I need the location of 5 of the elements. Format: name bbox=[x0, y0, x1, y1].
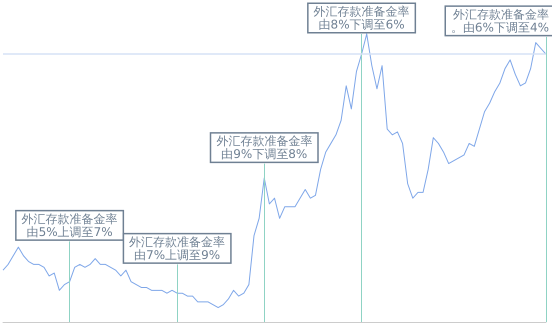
annotation: 外汇存款准备金率由7%上调至9% bbox=[129, 234, 226, 262]
text: 外汇存款准备金率由8%下调至6% bbox=[314, 4, 410, 32]
annotation: 外汇存款准备金率。由6%下调至4% bbox=[450, 7, 549, 34]
annotation: 外汇存款准备金率由9%下调至8% bbox=[216, 134, 312, 162]
annotation: 外汇存款准备金率由5%上调至7% bbox=[22, 212, 118, 239]
